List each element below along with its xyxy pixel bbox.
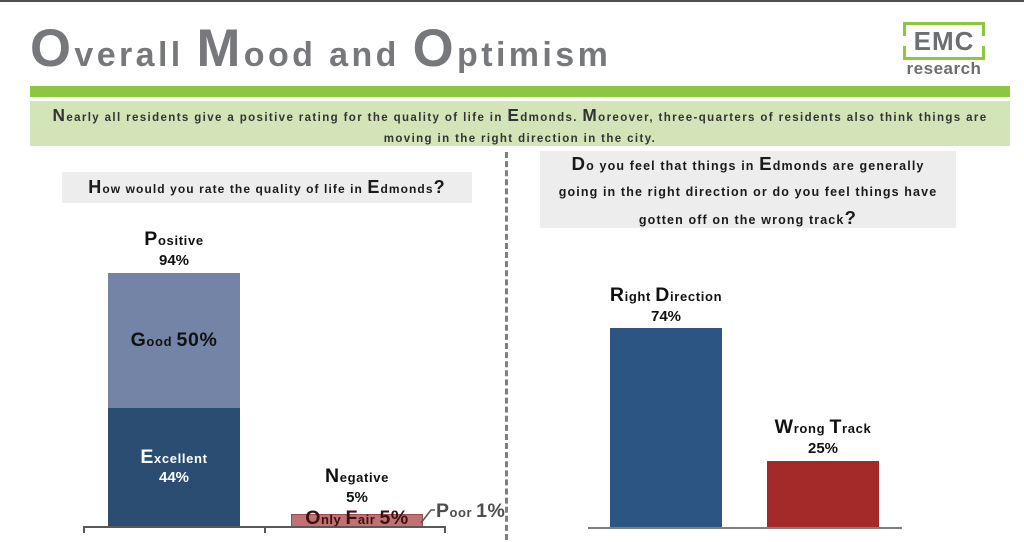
negative-total-label: Negative 5% [291,466,423,508]
left-chart-question: How would you rate the quality of life i… [62,172,472,203]
excellent-segment-value: 44% [158,469,190,487]
left-axis-tick-start [83,528,85,533]
left-axis-tick-end [444,528,446,533]
poor-label: Poor 1% [436,500,506,522]
good-segment-label: Good 50% [130,328,218,351]
accent-divider-bar [30,86,1010,97]
logo-text: EMC [913,26,975,56]
positive-total-label: Positive 94% [108,229,240,271]
slide-top-border [0,0,1024,2]
negative-category-label: Negative [324,465,390,487]
summary-banner: Nearly all residents give a positive rat… [30,101,1010,146]
wrong-track-value: 25% [807,440,839,457]
emc-research-logo: EMC research [896,22,992,78]
right-chart-question: Do you feel that things in Edmonds are g… [540,151,956,228]
right-direction-bar [610,328,722,528]
panel-divider-line [505,152,508,540]
logo-subtext: research [906,59,982,78]
poor-callout-line [420,509,435,524]
left-axis-tick-middle [264,528,266,533]
left-chart-x-axis [83,526,446,528]
wrong-track-bar [767,460,879,528]
wrong-track-category-label: Wrong Track [774,416,872,438]
only-fair-bar-label: Only Fair 5% [305,507,409,529]
positive-stacked-bar: Good 50% Excellent 44% [108,273,240,527]
excellent-segment-label: Excellent [140,446,208,469]
positive-category-label: Positive [144,228,204,250]
right-direction-value: 74% [650,308,682,325]
excellent-bar-segment: Excellent 44% [108,408,240,527]
right-direction-category-label: Right Direction [609,284,723,306]
good-bar-segment: Good 50% [108,273,240,409]
page-title: Overall Mood and Optimism [30,19,612,78]
wrong-track-label-block: Wrong Track 25% [753,417,893,459]
logo-frame: EMC [902,22,986,60]
positive-total-value: 94% [158,252,190,269]
right-direction-label-block: Right Direction 74% [596,285,736,327]
right-chart-x-axis [588,527,902,529]
negative-total-value: 5% [346,489,368,506]
